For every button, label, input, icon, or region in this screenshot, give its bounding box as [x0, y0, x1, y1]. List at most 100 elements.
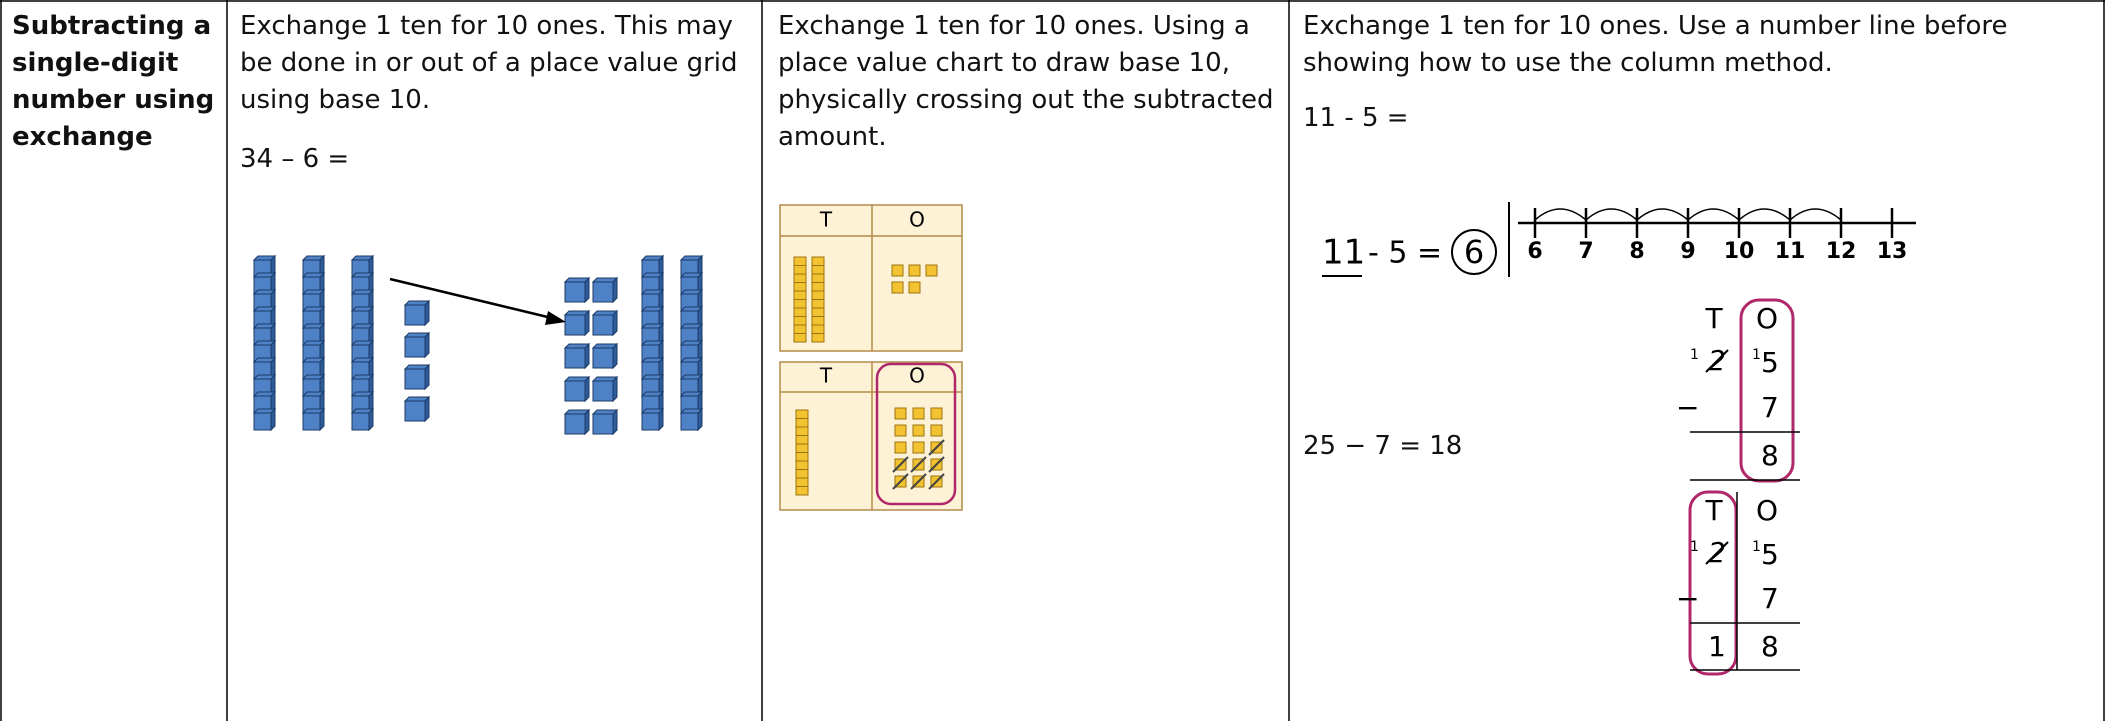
cross-out	[910, 456, 927, 473]
equation: 11 - 5 =	[1303, 103, 1409, 133]
exchange: 1	[1752, 539, 1761, 555]
circle	[875, 362, 957, 506]
header: O	[1756, 302, 1778, 335]
gold-cube	[930, 424, 943, 437]
result: 1	[1708, 630, 1726, 663]
column-method: T O 1 2 1 5 − 7 8 T O 1 2 1 5 − 7 1 8	[1676, 298, 1800, 676]
answer: 6	[1464, 233, 1484, 271]
hop	[1636, 208, 1689, 221]
header: T	[1704, 302, 1723, 335]
header: O	[1756, 494, 1778, 527]
grid-header: O	[909, 364, 925, 388]
result: 8	[1761, 439, 1779, 472]
cube	[641, 412, 660, 431]
tick-label: 7	[1578, 239, 1593, 264]
hop	[1738, 208, 1791, 221]
hop	[1585, 208, 1638, 221]
cube	[564, 347, 586, 369]
grid-header: T	[819, 364, 833, 388]
instruction: Exchange 1 ten for 10 ones. Using a plac…	[778, 11, 1274, 152]
gold-cube	[795, 486, 809, 496]
minuend: 11	[1322, 233, 1365, 273]
cell: Exchange 1 ten for 10 ones. This may be …	[240, 0, 750, 721]
minuend: 5	[1761, 346, 1779, 379]
row-heading: Subtracting a single-digit number using …	[12, 11, 215, 152]
cube	[404, 400, 426, 422]
number-line-labels: 6 7 8 9 10 11 12 13	[1527, 208, 1907, 264]
cube	[592, 281, 614, 303]
cross-out	[892, 473, 909, 490]
cell: Exchange 1 ten for 10 ones. Using a plac…	[778, 0, 1278, 721]
cross-out	[928, 456, 945, 473]
tick-label: 9	[1680, 239, 1695, 264]
gold-cube	[894, 441, 907, 454]
exchange: 1	[1690, 347, 1699, 363]
gold-cube	[793, 333, 807, 343]
tick-label: 13	[1877, 239, 1908, 264]
cross-out	[928, 439, 945, 456]
gold-blocks	[793, 256, 945, 496]
sign: −	[1676, 582, 1699, 615]
cube	[351, 412, 370, 431]
cube	[404, 304, 426, 326]
equation: 25 − 7 = 18	[1303, 431, 1463, 461]
cube	[592, 413, 614, 435]
sign: −	[1676, 391, 1699, 424]
subtrahend: 7	[1761, 391, 1779, 424]
arrow-head	[545, 311, 566, 325]
cube	[592, 380, 614, 402]
handwritten-equation: 11 - 5 = 6	[1322, 229, 1497, 277]
arrow	[389, 277, 561, 322]
gold-cube	[930, 407, 943, 420]
cross-out	[892, 456, 909, 473]
cross-out	[928, 473, 945, 490]
cube	[592, 347, 614, 369]
hop	[1687, 208, 1740, 221]
tick-label: 8	[1629, 239, 1644, 264]
cube	[253, 412, 272, 431]
rest: - 5 =	[1368, 236, 1442, 271]
gold-cube	[894, 424, 907, 437]
cube	[404, 368, 426, 390]
grid-header: O	[909, 208, 925, 232]
cross-out	[910, 473, 927, 490]
tick-label: 12	[1826, 239, 1857, 264]
base-ten-blocks	[252, 254, 704, 436]
cube	[404, 336, 426, 358]
tick-label: 6	[1527, 239, 1542, 264]
tick-label: 11	[1775, 239, 1806, 264]
cell: Exchange 1 ten for 10 ones. Use a number…	[1303, 0, 2093, 721]
result: 8	[1761, 630, 1779, 663]
hop	[1534, 208, 1587, 221]
gold-cube	[811, 333, 825, 343]
exchange: 1	[1752, 347, 1761, 363]
subtrahend: 7	[1761, 582, 1779, 615]
gold-cube	[908, 281, 921, 294]
gold-cube	[891, 281, 904, 294]
gold-cube	[894, 407, 907, 420]
gold-cube	[925, 264, 938, 277]
exchange: 1	[1690, 539, 1699, 555]
tick-label: 10	[1724, 239, 1755, 264]
instruction: Exchange 1 ten for 10 ones. This may be …	[240, 11, 738, 115]
gold-cube	[912, 407, 925, 420]
minuend: 5	[1761, 538, 1779, 571]
cube	[564, 413, 586, 435]
gold-cube	[891, 264, 904, 277]
equation: 34 – 6 =	[240, 144, 350, 174]
cube	[564, 380, 586, 402]
grid-header: T	[819, 208, 833, 232]
cube	[302, 412, 321, 431]
gold-cube	[912, 441, 925, 454]
cube	[564, 281, 586, 303]
gold-cube	[912, 424, 925, 437]
cube	[680, 412, 699, 431]
header: T	[1704, 494, 1723, 527]
gold-cube	[908, 264, 921, 277]
cube	[592, 314, 614, 336]
instruction: Exchange 1 ten for 10 ones. Use a number…	[1303, 11, 2008, 78]
cube	[564, 314, 586, 336]
